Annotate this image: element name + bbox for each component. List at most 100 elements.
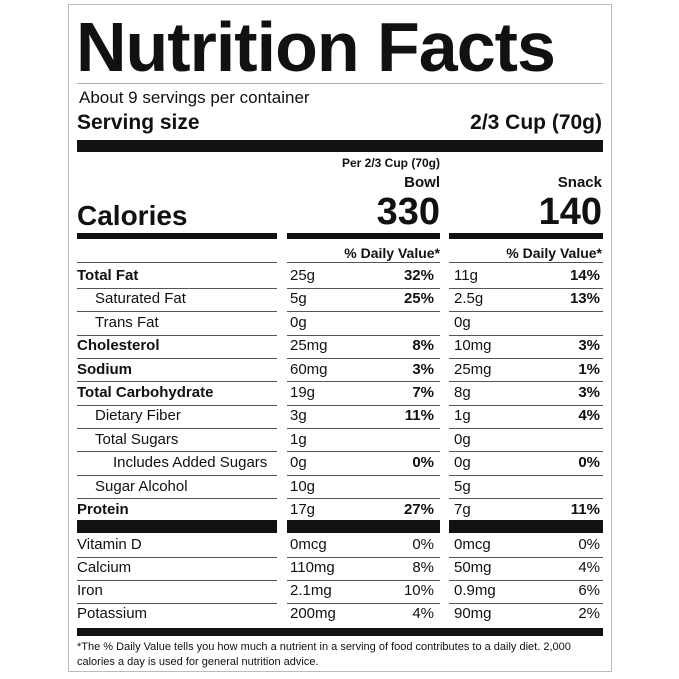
bar <box>287 520 440 533</box>
daily-value: 0% <box>412 536 434 553</box>
title: Nutrition Facts <box>76 8 556 86</box>
amount: 5g <box>454 477 471 495</box>
row-divider <box>77 428 277 429</box>
daily-value: 3% <box>578 337 600 355</box>
row-divider <box>77 603 277 604</box>
amount: 0g <box>454 430 471 448</box>
row-divider <box>287 288 440 289</box>
row-divider <box>449 262 603 263</box>
calories-value: 330 <box>376 191 440 233</box>
row-divider <box>77 288 277 289</box>
daily-value: 11% <box>404 407 434 425</box>
row-divider <box>77 262 277 263</box>
daily-value: 4% <box>578 559 600 576</box>
dv-header: % Daily Value* <box>506 245 602 261</box>
daily-value: 4% <box>578 407 600 425</box>
row-divider <box>287 358 440 359</box>
amount: 50mg <box>454 559 492 576</box>
row-divider <box>287 428 440 429</box>
dv-header: % Daily Value* <box>344 245 440 261</box>
nutrient-name: Total Sugars <box>95 430 179 448</box>
nutrient-name: Saturated Fat <box>95 290 186 308</box>
daily-value: 11% <box>570 501 600 518</box>
nutrient-name: Calcium <box>77 559 132 576</box>
row-divider <box>287 498 440 499</box>
daily-value: 4% <box>412 605 434 622</box>
row-divider <box>287 405 440 406</box>
amount: 0g <box>290 313 307 331</box>
daily-value: 14% <box>569 267 600 284</box>
bar <box>77 628 603 636</box>
calories-value: 140 <box>538 191 602 233</box>
row-divider <box>287 603 440 604</box>
amount: 0g <box>454 454 471 472</box>
nutrient-name: Sugar Alcohol <box>95 477 188 495</box>
amount: 19g <box>290 384 316 401</box>
nutrient-name: Potassium <box>77 605 148 622</box>
row-divider <box>449 498 603 499</box>
amount: 3g <box>290 407 307 425</box>
amount: 10g <box>290 477 316 495</box>
nutrient-name: Dietary Fiber <box>95 407 181 425</box>
amount: 25g <box>290 267 316 284</box>
row-divider <box>449 288 603 289</box>
serving-size-label: Serving size <box>77 111 200 134</box>
amount: 11g <box>454 267 478 284</box>
row-divider <box>287 262 440 263</box>
row-divider <box>77 358 277 359</box>
amount: 8g <box>454 384 471 401</box>
daily-value: 3% <box>412 360 434 378</box>
row-divider <box>287 381 440 382</box>
daily-value: 6% <box>578 582 600 599</box>
daily-value: 0% <box>412 454 434 472</box>
row-divider <box>77 498 277 499</box>
amount: 60mg <box>290 360 328 378</box>
bar <box>77 233 277 239</box>
daily-value: 1% <box>578 360 600 378</box>
daily-value: 13% <box>569 290 600 308</box>
column-header: Snack <box>557 174 602 191</box>
row-divider <box>287 335 440 336</box>
bar <box>449 520 603 533</box>
daily-value: 8% <box>412 559 434 576</box>
amount: 0.9mg <box>454 582 496 599</box>
row-divider <box>287 580 440 581</box>
amount: 0g <box>454 313 471 331</box>
row-divider <box>77 580 277 581</box>
daily-value: 0% <box>578 536 600 553</box>
calories-label: Calories <box>77 200 188 231</box>
amount: 2.5g <box>454 290 484 308</box>
amount: 90mg <box>454 605 492 622</box>
row-divider <box>77 451 277 452</box>
nutrient-name: Vitamin D <box>77 536 142 553</box>
amount: 25mg <box>454 360 492 378</box>
amount: 25mg <box>290 337 328 355</box>
thick-bar <box>77 140 603 152</box>
servings: About 9 servings per container <box>79 88 310 107</box>
row-divider <box>77 311 277 312</box>
bar <box>449 233 603 239</box>
daily-value: 2% <box>578 605 600 622</box>
row-divider <box>449 335 603 336</box>
amount: 200mg <box>290 605 336 622</box>
nutrient-name: Includes Added Sugars <box>113 454 268 472</box>
amount: 5g <box>290 290 307 308</box>
column-header: Bowl <box>404 174 440 191</box>
amount: 7g <box>454 501 471 518</box>
row-divider <box>287 475 440 476</box>
amount: 10mg <box>454 337 492 355</box>
row-divider <box>449 381 603 382</box>
daily-value: 3% <box>578 384 600 401</box>
row-divider <box>449 358 603 359</box>
label-border <box>68 4 612 672</box>
row-divider <box>449 603 603 604</box>
amount: 2.1mg <box>290 582 332 599</box>
amount: 110mg <box>290 559 335 576</box>
row-divider <box>287 451 440 452</box>
row-divider <box>449 557 603 558</box>
bar <box>77 520 277 533</box>
footnote: *The % Daily Value tells you how much a … <box>77 641 571 668</box>
nutrient-name: Total Carbohydrate <box>77 384 214 401</box>
row-divider <box>77 475 277 476</box>
